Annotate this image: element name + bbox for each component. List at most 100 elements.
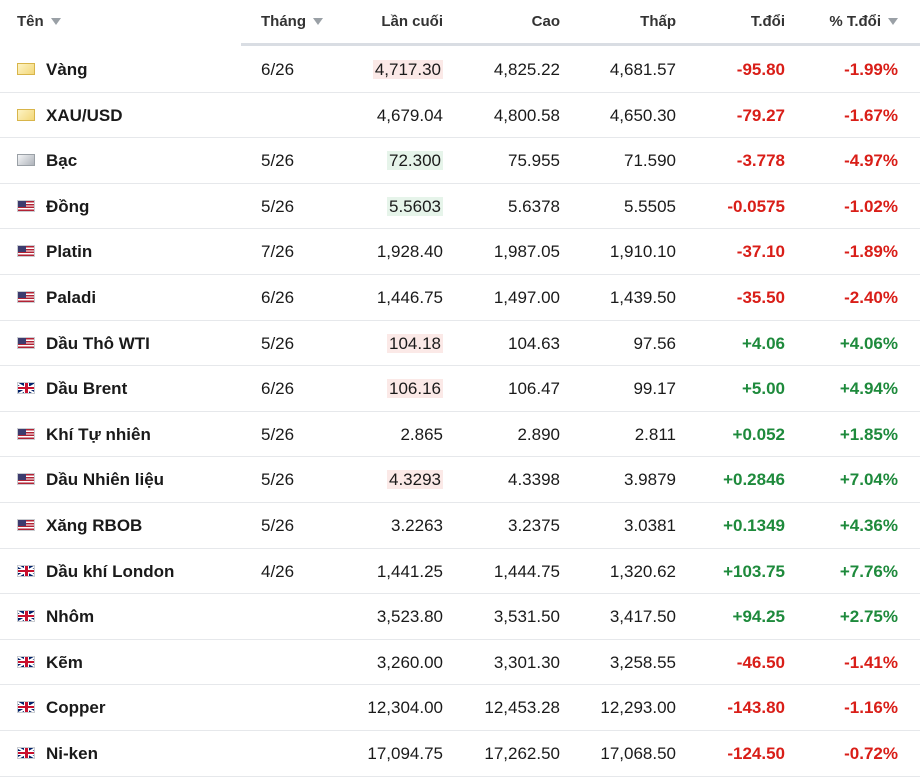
table-row[interactable]: Bạc 5/26 72.300 75.955 71.590 -3.778 -4.97% — [0, 138, 920, 184]
instrument-name-link[interactable]: Bạc — [46, 151, 78, 171]
instrument-name-link[interactable]: Dầu Nhiên liệu — [46, 470, 165, 490]
instrument-name-link[interactable]: Vàng — [46, 60, 88, 79]
change-value: +0.1349 — [723, 515, 785, 535]
contract-month: 5/26 — [261, 196, 295, 216]
high-price: 3,301.30 — [493, 652, 560, 672]
header-divider — [241, 43, 920, 46]
instrument-name-link[interactable]: Khí Tự nhiên — [46, 424, 151, 444]
change-value: -124.50 — [727, 743, 785, 763]
low-price: 5.5505 — [624, 196, 676, 216]
high-price: 4,825.22 — [493, 60, 560, 79]
change-percent: +1.85% — [839, 424, 898, 444]
table-row[interactable]: Vàng 6/26 4,717.30 4,825.22 4,681.57 -95.80 -1… — [0, 47, 920, 93]
column-header-change[interactable]: T.đổi — [751, 13, 785, 30]
instrument-name-link[interactable]: XAU/USD — [46, 105, 123, 125]
low-price: 1,439.50 — [609, 287, 676, 307]
low-price: 71.590 — [624, 151, 676, 171]
column-header-name[interactable]: Tên — [17, 13, 61, 30]
instrument-name-link[interactable]: Xăng RBOB — [46, 515, 143, 535]
last-price: 4,717.30 — [372, 47, 443, 92]
table-row[interactable]: Nhôm 3,523.80 3,531.50 3,417.50 +94.25 +2.75% — [0, 594, 920, 640]
change-percent: +4.36% — [839, 515, 898, 535]
change-value: +94.25 — [732, 607, 785, 627]
instrument-name-link[interactable]: Paladi — [46, 287, 97, 307]
last-price: 3.2263 — [391, 515, 443, 535]
instrument-name-link[interactable]: Đồng — [46, 196, 90, 216]
last-price: 2.865 — [400, 424, 443, 444]
change-value: -3.778 — [736, 151, 785, 171]
contract-month: 5/26 — [261, 333, 295, 353]
low-price: 3,417.50 — [609, 607, 676, 627]
high-price: 1,444.75 — [493, 561, 560, 581]
high-price: 1,987.05 — [493, 242, 560, 262]
sort-arrow-icon[interactable] — [50, 18, 61, 25]
column-header-change-pct-label: % T.đổi — [829, 13, 881, 30]
table-row[interactable]: Dầu Nhiên liệu 5/26 4.3293 4.3398 3.9879 +0.2… — [0, 457, 920, 503]
column-header-change-pct[interactable]: % T.đổi — [829, 13, 898, 30]
table-row[interactable]: Kẽm 3,260.00 3,301.30 3,258.55 -46.50 -1.41% — [0, 640, 920, 686]
instrument-name-link[interactable]: Dầu khí London — [46, 561, 175, 581]
instrument-name-link[interactable]: Dầu Brent — [46, 379, 128, 399]
instrument-name-link[interactable]: Ni-ken — [46, 743, 98, 763]
table-row[interactable]: Xăng RBOB 5/26 3.2263 3.2375 3.0381 +0.1349 +4… — [0, 503, 920, 549]
table-row[interactable]: Dầu Brent 6/26 106.16 106.47 99.17 +5.00 +4.94… — [0, 366, 920, 412]
last-price: 1,446.75 — [376, 287, 443, 307]
table-row[interactable]: Ni-ken 17,094.75 17,262.50 17,068.50 -124.50… — [0, 731, 920, 777]
low-price: 2.811 — [634, 424, 676, 444]
table-row[interactable]: Dầu Thô WTI 5/26 104.18 104.63 97.56 +4.06 +4.… — [0, 321, 920, 367]
table-row[interactable]: XAU/USD 4,679.04 4,800.58 4,650.30 -79.27 -1.… — [0, 93, 920, 139]
change-percent: -1.99% — [844, 60, 898, 79]
change-value: -0.0575 — [727, 196, 785, 216]
commodities-table-body: Vàng 6/26 4,717.30 4,825.22 4,681.57 -95.80 -1… — [0, 47, 920, 777]
low-price: 3.0381 — [624, 515, 676, 535]
contract-month: 5/26 — [261, 424, 295, 444]
uk-flag-icon — [17, 701, 35, 714]
us-flag-icon — [17, 518, 35, 531]
sort-arrow-icon[interactable] — [888, 18, 898, 25]
change-value: -79.27 — [736, 105, 785, 125]
low-price: 4,650.30 — [609, 105, 676, 125]
contract-month: 6/26 — [261, 287, 295, 307]
instrument-name-link[interactable]: Dầu Thô WTI — [46, 333, 150, 353]
uk-flag-icon — [17, 564, 35, 577]
table-row[interactable]: Dầu khí London 4/26 1,441.25 1,444.75 1,320.… — [0, 549, 920, 595]
low-price: 3,258.55 — [609, 652, 676, 672]
column-header-last[interactable]: Lần cuối — [381, 13, 443, 30]
instrument-name-link[interactable]: Platin — [46, 242, 93, 262]
last-price: 106.16 — [387, 366, 443, 411]
change-percent: -1.67% — [844, 105, 898, 125]
uk-flag-icon — [17, 610, 35, 623]
gold-icon — [17, 108, 35, 121]
table-row[interactable]: Đồng 5/26 5.5603 5.6378 5.5505 -0.0575 -1.02% — [0, 184, 920, 230]
change-percent: +4.94% — [839, 379, 898, 399]
last-price-flash: 104.18 — [387, 333, 443, 353]
column-header-month[interactable]: Tháng — [261, 13, 323, 30]
table-row[interactable]: Khí Tự nhiên 5/26 2.865 2.890 2.811 +0.052 +1.… — [0, 412, 920, 458]
gold-icon — [17, 63, 35, 75]
uk-flag-icon — [17, 382, 35, 395]
last-price-flash: 4,717.30 — [372, 60, 443, 79]
instrument-name-link[interactable]: Nhôm — [46, 607, 95, 627]
high-price: 4,800.58 — [493, 105, 560, 125]
contract-month: 6/26 — [261, 60, 295, 79]
change-percent: -1.89% — [844, 242, 898, 262]
high-price: 1,497.00 — [493, 287, 560, 307]
contract-month: 6/26 — [261, 379, 295, 399]
instrument-name-link[interactable]: Kẽm — [46, 652, 83, 672]
last-price: 12,304.00 — [367, 698, 443, 718]
table-row[interactable]: Copper 12,304.00 12,453.28 12,293.00 -143.80… — [0, 685, 920, 731]
table-row[interactable]: Paladi 6/26 1,446.75 1,497.00 1,439.50 -35.50… — [0, 275, 920, 321]
table-row[interactable]: Platin 7/26 1,928.40 1,987.05 1,910.10 -37.10… — [0, 229, 920, 275]
column-header-low[interactable]: Thấp — [640, 13, 676, 30]
us-flag-icon — [17, 199, 35, 212]
column-header-high[interactable]: Cao — [532, 13, 560, 30]
high-price: 17,262.50 — [484, 743, 560, 763]
change-value: -35.50 — [736, 287, 785, 307]
sort-arrow-icon[interactable] — [313, 18, 323, 25]
low-price: 1,320.62 — [609, 561, 676, 581]
instrument-name-link[interactable]: Copper — [46, 698, 106, 718]
change-value: +103.75 — [723, 561, 785, 581]
uk-flag-icon — [17, 746, 35, 759]
change-percent: +7.04% — [839, 470, 898, 490]
last-price: 5.5603 — [387, 184, 443, 229]
